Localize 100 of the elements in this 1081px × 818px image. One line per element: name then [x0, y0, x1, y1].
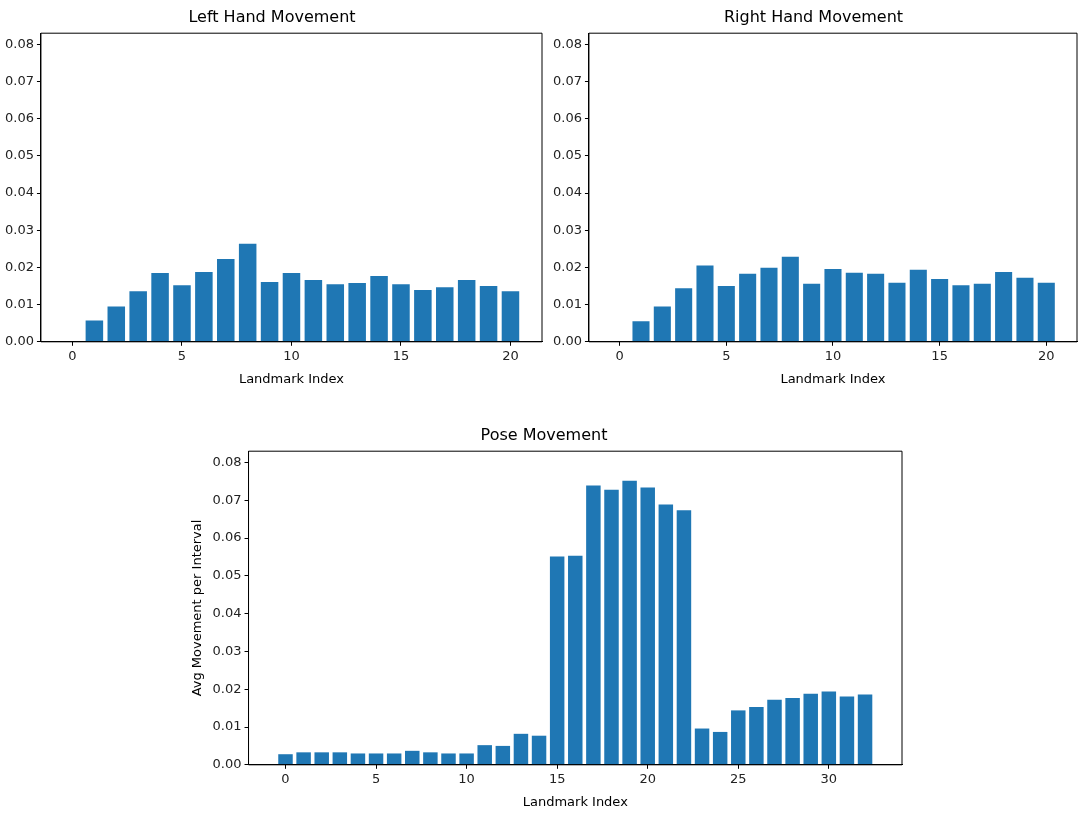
y-tick-label: 0.01: [552, 295, 582, 311]
bar: [675, 288, 693, 342]
x-axis-title: Landmark Index: [238, 370, 345, 386]
bar: [867, 273, 885, 342]
bar: [217, 258, 235, 342]
bar: [85, 320, 104, 342]
y-tick-label: 0.06: [4, 110, 34, 126]
x-tick-label: 15: [392, 347, 410, 363]
bar: [107, 306, 126, 342]
bar: [785, 697, 800, 765]
x-tick-label: 0: [68, 347, 77, 363]
bar: [653, 306, 671, 342]
bar: [392, 284, 410, 342]
bar: [348, 283, 366, 342]
bar: [386, 753, 402, 765]
bar: [731, 710, 746, 765]
chart-title: Left Hand Movement: [188, 6, 356, 26]
bar: [694, 728, 710, 765]
bar: [640, 487, 655, 765]
bar: [549, 556, 565, 765]
bar: [568, 555, 583, 765]
x-tick-label: 20: [502, 347, 519, 363]
bar: [238, 243, 257, 342]
bar: [1037, 282, 1055, 342]
bar: [803, 693, 818, 765]
bar: [477, 745, 492, 765]
y-tick-label: 0.04: [552, 184, 582, 200]
bar: [296, 752, 311, 765]
bar: [712, 731, 728, 765]
bar: [931, 278, 949, 342]
x-tick-label: 5: [177, 347, 187, 363]
bar: [441, 753, 456, 765]
bar: [760, 267, 778, 342]
bar: [368, 753, 384, 765]
bar: [513, 733, 529, 765]
bar: [749, 706, 764, 765]
bar: [604, 489, 619, 765]
bar: [952, 285, 970, 342]
bar: [405, 750, 420, 765]
bar: [909, 269, 927, 342]
bar: [739, 273, 757, 342]
y-tick-label: 0.05: [212, 567, 242, 583]
y-tick-label: 0.01: [4, 295, 34, 311]
bar: [459, 753, 474, 765]
bar: [195, 271, 213, 342]
y-tick-label: 0.00: [212, 756, 242, 772]
y-tick-label: 0.08: [552, 35, 582, 51]
bar: [888, 282, 906, 342]
x-tick-label: 0: [281, 770, 290, 786]
y-tick-label: 0.02: [552, 258, 582, 274]
x-tick-label: 10: [458, 770, 475, 786]
bar: [173, 285, 191, 342]
x-tick-label: 0: [615, 347, 624, 363]
bar: [436, 287, 454, 342]
bar: [423, 752, 438, 765]
y-tick-label: 0.03: [4, 221, 34, 237]
bar: [824, 268, 842, 342]
y-tick-label: 0.04: [4, 184, 34, 200]
y-tick-label: 0.02: [4, 258, 34, 274]
y-tick-label: 0.07: [4, 72, 34, 88]
y-tick-label: 0.07: [212, 491, 242, 507]
y-tick-label: 0.05: [552, 147, 582, 163]
bar: [151, 273, 169, 342]
x-tick-label: 10: [283, 347, 300, 363]
x-tick-label: 15: [548, 770, 566, 786]
y-tick-label: 0.07: [552, 72, 582, 88]
y-tick-label: 0.02: [212, 680, 242, 696]
x-tick-label: 20: [639, 770, 656, 786]
bar: [1016, 277, 1034, 342]
chart-title: Right Hand Movement: [723, 6, 904, 26]
x-tick-label: 10: [824, 347, 842, 363]
bar: [370, 275, 388, 342]
y-tick-label: 0.06: [212, 529, 242, 545]
y-tick-label: 0.06: [552, 110, 582, 126]
bar: [326, 284, 345, 342]
y-tick-label: 0.08: [212, 453, 242, 469]
bar: [260, 281, 279, 342]
bar: [632, 321, 650, 342]
y-axis-title: Avg Movement per Interval: [189, 519, 205, 697]
bar: [839, 696, 855, 765]
x-axis-title: Landmark Index: [780, 370, 886, 386]
bar: [479, 286, 498, 342]
bar: [350, 753, 366, 765]
bar: [314, 752, 329, 765]
bar: [531, 735, 547, 765]
bar: [457, 280, 476, 342]
bar: [973, 283, 991, 342]
x-tick-label: 5: [722, 347, 731, 363]
x-tick-label: 5: [371, 770, 381, 786]
bar: [857, 694, 873, 765]
x-tick-label: 25: [730, 770, 747, 786]
y-tick-label: 0.03: [552, 221, 582, 237]
y-tick-label: 0.05: [4, 147, 34, 163]
bar: [278, 754, 293, 765]
bar: [995, 271, 1013, 342]
bar: [821, 691, 837, 765]
bar: [586, 485, 601, 765]
y-tick-label: 0.00: [552, 333, 582, 349]
bar: [414, 290, 432, 342]
bar: [767, 699, 782, 765]
